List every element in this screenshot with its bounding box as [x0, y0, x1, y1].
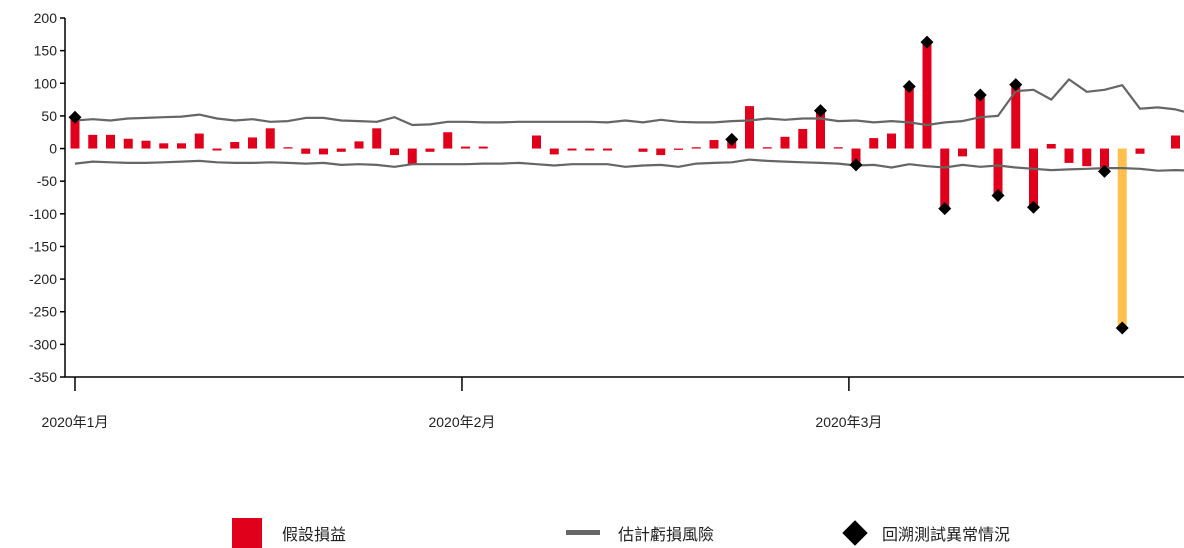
exception-marker — [850, 158, 863, 171]
y-tick-label: -100 — [29, 206, 57, 222]
exception-marker — [992, 189, 1005, 202]
legend-item-exception: 回溯測試異常情況 — [840, 518, 1010, 547]
pnl-bar — [532, 135, 541, 148]
x-tick-label: 2020年2月 — [428, 414, 495, 430]
pnl-bar — [905, 87, 914, 149]
pnl-bar — [159, 143, 168, 148]
pnl-bar — [124, 139, 133, 149]
exception-marker — [903, 80, 916, 93]
pnl-bar — [390, 149, 399, 156]
legend: 假設損益 估計虧損風險 回溯測試異常情況 — [0, 518, 1184, 547]
pnl-bar — [798, 129, 807, 149]
exception-markers — [69, 36, 1129, 335]
pnl-bar — [1082, 149, 1091, 167]
pnl-bar — [745, 106, 754, 148]
pnl-bar — [319, 149, 328, 155]
y-tick-label: 0 — [49, 141, 57, 157]
legend-item-risk: 估計虧損風險 — [566, 518, 714, 547]
pnl-bar — [248, 137, 257, 148]
exception-marker — [974, 89, 987, 102]
pnl-bar — [355, 141, 364, 148]
pnl-bar — [426, 149, 435, 152]
exception-marker — [69, 111, 82, 124]
pnl-bar — [869, 138, 878, 148]
x-tick-label: 2020年3月 — [815, 414, 882, 430]
legend-item-pnl: 假設損益 — [232, 518, 346, 547]
pnl-bar — [887, 134, 896, 149]
y-axis: 200 150 100 50 0 -50 -100 -150 -200 -250 -300 -350 — [29, 10, 65, 385]
pnl-bar — [461, 147, 470, 149]
pnl-bar — [585, 149, 594, 151]
y-tick-label: -150 — [29, 238, 57, 254]
pnl-bar — [550, 149, 559, 155]
pnl-bar — [1029, 149, 1038, 208]
exception-marker — [938, 202, 951, 215]
exception-marker — [1098, 165, 1111, 178]
pnl-bar — [372, 128, 381, 148]
pnl-bar — [88, 135, 97, 149]
pnl-bar — [479, 147, 488, 149]
pnl-bar — [1171, 135, 1180, 148]
pnl-bar — [994, 149, 1003, 196]
risk-line-lower — [75, 160, 1184, 171]
pnl-bar — [603, 149, 612, 151]
pnl-bar — [1047, 144, 1056, 149]
pnl-bar — [568, 149, 577, 151]
y-tick-label: -350 — [29, 369, 57, 385]
pnl-bar — [443, 132, 452, 148]
pnl-bar — [781, 137, 790, 149]
y-tick-label: -300 — [29, 336, 57, 352]
legend-swatch-bar — [232, 518, 262, 548]
y-tick-label: -250 — [29, 304, 57, 320]
pnl-bar — [266, 128, 275, 148]
pnl-bar — [639, 149, 648, 152]
pnl-bar — [923, 42, 932, 148]
y-tick-label: 100 — [34, 75, 58, 91]
pnl-bar — [958, 149, 967, 157]
legend-swatch-line — [566, 530, 600, 535]
pnl-bar — [1118, 149, 1127, 329]
pnl-bar — [1065, 149, 1074, 163]
pnl-bar — [834, 147, 843, 148]
y-tick-label: -50 — [37, 173, 57, 189]
legend-label-risk: 估計虧損風險 — [618, 521, 714, 545]
exception-marker — [1009, 78, 1022, 91]
exception-marker — [1116, 322, 1129, 335]
pnl-bar — [195, 134, 204, 149]
exception-marker — [1027, 201, 1040, 214]
pnl-bar — [213, 149, 222, 151]
pnl-bar — [710, 140, 719, 148]
exception-marker — [814, 104, 827, 117]
pnl-bar — [177, 143, 186, 148]
pnl-bar — [692, 147, 701, 148]
backtesting-chart: 200150100500-50-100-150-200-250-300-350 … — [0, 0, 1184, 510]
legend-label-pnl: 假設損益 — [282, 521, 346, 545]
pnl-bar — [656, 149, 665, 156]
pnl-bar — [230, 142, 239, 149]
y-tick-label: 150 — [34, 43, 58, 59]
pnl-bar — [337, 149, 346, 152]
legend-swatch-diamond — [842, 520, 867, 545]
pnl-bar — [301, 149, 310, 154]
exception-marker — [725, 133, 738, 146]
pnl-bar — [763, 147, 772, 148]
y-tick-label: 50 — [41, 108, 57, 124]
pnl-bar — [106, 135, 115, 149]
pnl-bar — [1136, 149, 1145, 154]
pnl-bar — [284, 147, 293, 148]
pnl-bar — [408, 149, 417, 165]
pnl-bar — [976, 95, 985, 149]
pnl-bar — [674, 149, 683, 150]
y-tick-label: 200 — [34, 10, 58, 26]
exception-marker — [921, 36, 934, 49]
x-axis: 2020年1月 2020年2月 2020年3月 — [42, 377, 1184, 430]
legend-label-exception: 回溯測試異常情況 — [882, 521, 1010, 545]
pnl-bar — [142, 141, 151, 149]
y-tick-label: -200 — [29, 271, 57, 287]
x-tick-label: 2020年1月 — [42, 414, 109, 430]
pnl-bar — [940, 149, 949, 209]
